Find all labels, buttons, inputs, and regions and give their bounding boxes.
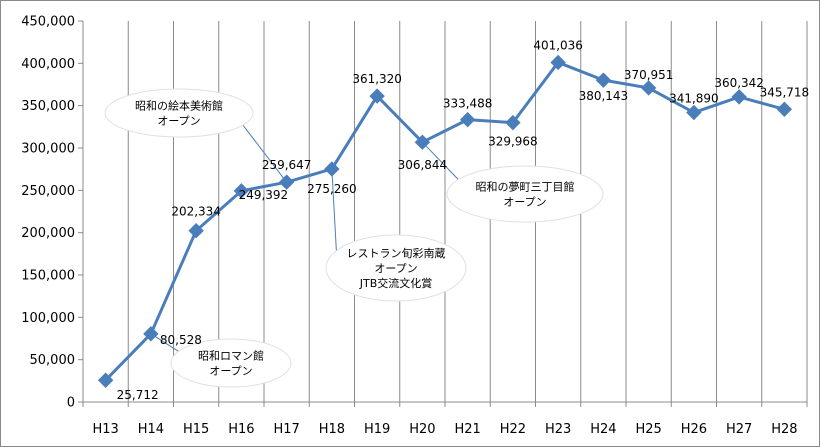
data-point [776, 101, 793, 117]
data-point [414, 134, 431, 150]
data-label: 202,334 [171, 205, 221, 219]
callout-text: オープン [503, 196, 546, 209]
callout-leader [331, 168, 337, 254]
y-tick-label: 350,000 [21, 99, 75, 114]
data-point [640, 80, 657, 96]
x-tick-label: H15 [183, 422, 209, 437]
x-tick-label: H27 [726, 422, 752, 437]
data-label: 370,951 [624, 68, 674, 82]
callout-text: オープン [209, 365, 252, 378]
data-label: 275,260 [307, 182, 357, 196]
y-tick-label: 300,000 [21, 142, 75, 157]
data-point [459, 111, 476, 128]
data-label: 341,890 [669, 92, 719, 106]
y-tick-label: 250,000 [21, 184, 75, 199]
callout-bubble [446, 165, 604, 223]
y-tick-label: 100,000 [21, 311, 75, 326]
x-tick-label: H14 [138, 422, 164, 437]
x-tick-label: H23 [545, 422, 571, 437]
callout-text: 昭和の夢町三丁目館 [476, 180, 575, 194]
y-tick-label: 50,000 [30, 353, 76, 368]
callout-leader [236, 116, 288, 183]
data-label: 380,143 [579, 89, 629, 103]
x-tick-label: H26 [681, 422, 707, 437]
axes [78, 20, 808, 407]
callout-text: 昭和ロマン館 [198, 349, 264, 363]
data-point [278, 174, 295, 190]
y-tick-label: 0 [67, 396, 75, 411]
callout-bubble [170, 338, 292, 388]
data-point [324, 161, 340, 177]
data-label: 345,718 [760, 85, 810, 99]
y-tick-label: 450,000 [21, 15, 75, 30]
callout-text: 昭和の絵本美術館 [135, 99, 223, 113]
x-tick-label: H17 [273, 422, 299, 437]
data-label: 306,844 [398, 158, 448, 172]
callout-text: オープン [374, 262, 417, 275]
data-point [97, 372, 114, 388]
data-point [595, 72, 612, 88]
data-label: 249,392 [239, 188, 289, 202]
data-label: 333,488 [443, 97, 493, 111]
x-tick-label: H13 [92, 422, 118, 437]
callout-text: オープン [157, 115, 200, 128]
data-point [369, 88, 385, 104]
callout-text: JTB交流文化賞 [359, 276, 433, 290]
data-point [686, 104, 702, 121]
callout-leader [150, 333, 183, 354]
callout-leader [422, 141, 465, 186]
y-tick-labels: 0 50,000 100,000 150,000 200,000 250,000 300,0… [21, 15, 75, 411]
callout-bubble [325, 234, 467, 302]
data-point [550, 54, 566, 71]
data-label: 401,036 [533, 38, 583, 52]
data-label: 360,342 [714, 76, 764, 90]
data-label: 25,712 [117, 388, 159, 402]
callout-bubble [104, 88, 254, 138]
callout-text: レストラン旬彩南蔵 [347, 247, 446, 260]
callouts: 昭和ロマン館オープン昭和の絵本美術館オープンレストラン旬彩南蔵オープンJTB交流… [104, 88, 604, 388]
x-tick-label: H21 [454, 422, 480, 437]
data-point [505, 114, 521, 131]
x-tick-label: H22 [500, 422, 526, 437]
data-label: 259,647 [262, 158, 312, 172]
y-tick-label: 400,000 [21, 57, 75, 72]
data-labels: 25,712 80,528 202,334 249,392 259,647 275,260… [117, 38, 810, 402]
data-point [731, 89, 747, 105]
x-tick-label: H24 [590, 422, 616, 437]
data-label: 329,968 [488, 135, 538, 149]
data-label: 361,320 [352, 72, 402, 86]
x-tick-label: H16 [228, 422, 254, 437]
x-tick-label: H18 [319, 422, 345, 437]
x-tick-label: H19 [364, 422, 390, 437]
series [97, 54, 793, 388]
x-tick-label: H28 [771, 422, 797, 437]
y-tick-label: 200,000 [21, 226, 75, 241]
x-tick-label: H25 [635, 422, 661, 437]
data-point [188, 222, 204, 239]
x-tick-labels: H13 H14 H15 H16 H17 H18 H19 H20 H21 H22 H23 H24 H25 H… [92, 422, 797, 437]
data-point [233, 183, 250, 199]
y-tick-label: 150,000 [21, 269, 75, 284]
data-point [143, 326, 159, 342]
series-line [104, 60, 785, 382]
x-tick-label: H20 [409, 422, 435, 437]
data-label: 80,528 [160, 333, 202, 347]
